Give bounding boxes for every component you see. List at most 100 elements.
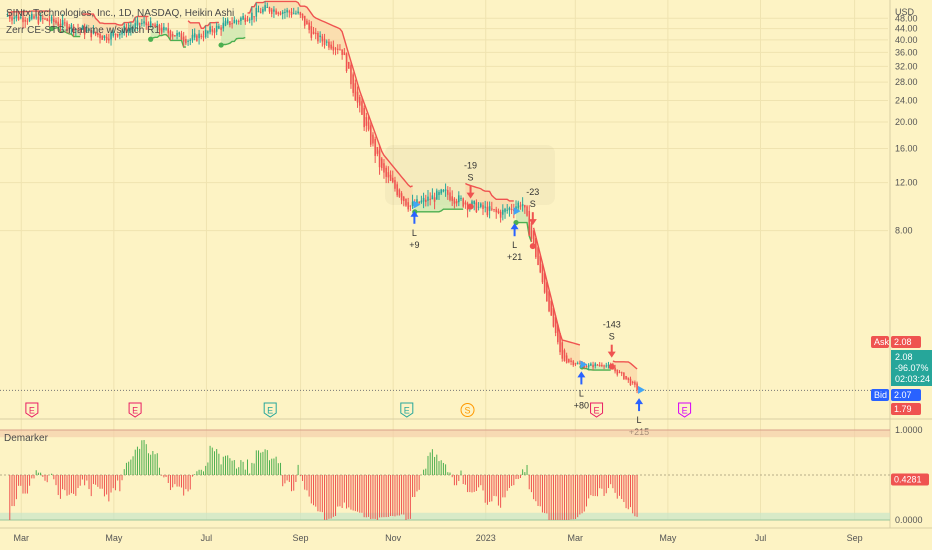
- chart-title[interactable]: SINtx Technologies, Inc., 1D, NASDAQ, He…: [6, 8, 234, 19]
- candle-body: [526, 206, 528, 216]
- candle-body: [438, 191, 440, 195]
- candle-body: [398, 189, 401, 197]
- exit-dot: [608, 363, 615, 370]
- change-text: -96.07%: [895, 363, 929, 373]
- candle-body: [61, 19, 64, 25]
- candle-body: [394, 180, 396, 189]
- candle-body: [292, 13, 295, 15]
- candle-body: [99, 34, 101, 39]
- candle-body: [138, 23, 141, 26]
- candle-body: [295, 13, 297, 15]
- candle-body: [477, 206, 480, 208]
- candle-body: [552, 307, 555, 327]
- countdown-text: 02:03:24: [895, 374, 930, 384]
- candle-body: [347, 61, 350, 69]
- currency-label: USD: [895, 7, 915, 17]
- sell-arrow-head: [607, 351, 616, 358]
- short-stop-line: [187, 20, 219, 29]
- candle-body: [462, 198, 464, 207]
- earnings-event-marker: [263, 402, 277, 418]
- candle-body: [570, 360, 572, 362]
- candle-body: [352, 74, 354, 93]
- candle-body: [39, 15, 42, 21]
- indicator-title[interactable]: Zerr CE-STG-realtime w/switch R1: [6, 25, 160, 36]
- candle-body: [97, 33, 99, 36]
- entry-flag: [638, 385, 646, 394]
- candle-body: [568, 359, 570, 363]
- candle-body: [180, 33, 183, 40]
- candle-body: [365, 117, 368, 126]
- candle-body: [77, 29, 79, 31]
- candle-body: [341, 49, 343, 55]
- candle-body: [541, 263, 544, 283]
- candle-body: [387, 172, 390, 178]
- candle-body: [627, 377, 630, 381]
- candle-body: [614, 367, 616, 372]
- candle-body: [303, 15, 306, 26]
- candle-body: [372, 134, 374, 144]
- candle-body: [328, 41, 330, 48]
- price-tick-label: 36.00: [895, 47, 918, 57]
- extra-value-text: 1.79: [894, 404, 912, 414]
- candle-body: [246, 19, 249, 22]
- candle-body: [48, 19, 51, 22]
- long-stop-line: [414, 208, 464, 213]
- long-stop-dot: [49, 25, 55, 32]
- signal-side-label: S: [468, 173, 474, 183]
- candle-body: [257, 11, 260, 13]
- candle-body: [165, 28, 167, 30]
- candle-body: [629, 378, 632, 386]
- signal-pnl-label: -23: [526, 187, 539, 197]
- candle-body: [72, 26, 75, 33]
- candle-body: [343, 52, 346, 56]
- demarker-tick-label: 1.0000: [895, 425, 923, 435]
- candle-body: [171, 33, 174, 37]
- candle-body: [130, 27, 132, 30]
- candle-body: [623, 372, 625, 380]
- candle-body: [447, 190, 449, 195]
- candle-body: [33, 16, 35, 19]
- candle-body: [385, 167, 387, 177]
- candle-body: [301, 13, 304, 18]
- candle-body: [13, 17, 15, 19]
- candle-body: [422, 197, 425, 202]
- candle-body: [44, 18, 46, 20]
- price-tick-label: 40.00: [895, 35, 918, 45]
- short-stop-line: [82, 13, 149, 26]
- candle-body: [557, 324, 559, 343]
- candle-body: [178, 32, 181, 35]
- signal-side-label: L: [637, 415, 642, 425]
- short-stop-line: [7, 10, 50, 14]
- candle-body: [240, 17, 242, 22]
- candle-body: [105, 36, 108, 41]
- candle-body: [634, 382, 636, 385]
- candle-body: [453, 198, 456, 204]
- candle-body: [554, 316, 557, 333]
- candle-body: [158, 24, 161, 31]
- candle-body: [308, 22, 310, 30]
- candle-body: [502, 209, 504, 215]
- candle-body: [284, 11, 286, 14]
- candle-body: [561, 342, 564, 359]
- ask-value-box: [891, 336, 921, 348]
- short-stop-line: [612, 360, 638, 370]
- candle-body: [464, 202, 467, 205]
- price-tick-label: 24.00: [895, 95, 918, 105]
- candle-body: [378, 150, 381, 168]
- candle-body: [312, 31, 315, 35]
- candle-body: [127, 28, 130, 32]
- candle-body: [57, 21, 60, 26]
- candle-body: [532, 230, 535, 247]
- demarker-title[interactable]: Demarker: [4, 433, 48, 444]
- candle-body: [620, 372, 623, 374]
- candle-body: [435, 190, 438, 200]
- candle-body: [233, 19, 236, 24]
- candle-body: [563, 350, 566, 361]
- earnings-event-marker: [400, 402, 414, 418]
- candle-body: [160, 27, 163, 33]
- candle-body: [433, 197, 436, 202]
- candle-body: [405, 198, 407, 206]
- candle-body: [174, 35, 176, 37]
- time-tick-label: 2023: [476, 533, 496, 543]
